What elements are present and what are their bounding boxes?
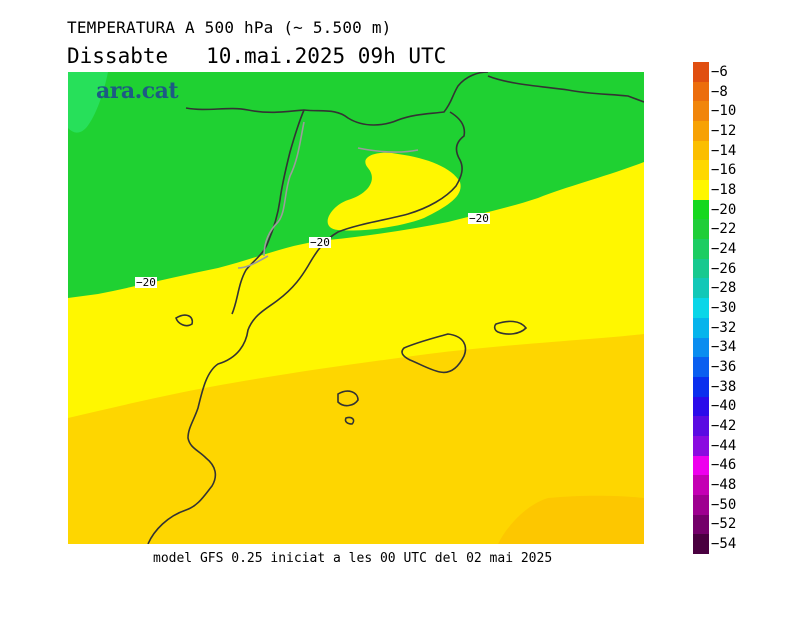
border-north	[185, 72, 644, 126]
legend-label: −48	[711, 477, 737, 494]
legend-swatch	[693, 435, 709, 457]
legend-label: −44	[711, 437, 737, 454]
legend-label: −32	[711, 319, 737, 336]
legend-swatch	[693, 317, 709, 338]
zone-green-light	[68, 72, 108, 133]
contour-label-east: −20	[468, 212, 490, 225]
legend-swatch	[693, 180, 709, 201]
island-mallorca	[401, 333, 467, 374]
legend-swatch	[693, 514, 709, 535]
day-label: Dissabte	[67, 44, 169, 68]
legend-swatch	[693, 396, 709, 417]
legend-swatch	[693, 258, 709, 279]
legend-label: −6	[711, 63, 728, 80]
island-formentera	[344, 416, 355, 425]
legend-label: −12	[711, 122, 737, 139]
contour-label-center: −20	[309, 236, 331, 249]
color-legend	[693, 62, 709, 555]
legend-swatch	[693, 62, 709, 83]
legend-label: −24	[711, 240, 737, 257]
legend-swatch	[693, 121, 709, 142]
legend-label: −30	[711, 300, 737, 316]
legend-label: −22	[711, 221, 737, 238]
legend-swatch	[693, 494, 709, 516]
legend-label: −20	[711, 201, 737, 218]
legend-label: −52	[711, 516, 737, 533]
legend-swatch	[693, 337, 709, 358]
legend-label: −10	[711, 103, 737, 120]
legend-swatch	[693, 475, 709, 496]
chart-subtitle: Dissabte 10.mai.2025 09h UTC	[67, 44, 446, 68]
legend-label: −26	[711, 260, 737, 277]
legend-swatch	[693, 357, 709, 378]
legend-label: −46	[711, 457, 737, 474]
legend-swatch	[693, 278, 709, 299]
legend-label: −28	[711, 280, 737, 297]
legend-swatch	[693, 376, 709, 398]
legend-swatch	[693, 298, 709, 319]
legend-swatch	[693, 455, 709, 476]
island-eivissa	[337, 390, 359, 407]
zone-orange	[498, 495, 644, 544]
legend-label: −36	[711, 359, 737, 376]
legend-swatch	[693, 534, 709, 555]
legend-swatch	[693, 81, 709, 102]
island-menorca	[493, 320, 528, 335]
legend-swatch	[693, 219, 709, 240]
zone-yellow-lobe	[327, 152, 461, 231]
legend-swatch	[693, 416, 709, 437]
model-footer: model GFS 0.25 iniciat a les 00 UTC del …	[153, 551, 553, 566]
legend-swatch	[693, 101, 709, 122]
legend-swatch	[693, 160, 709, 181]
coast-west-inner	[175, 314, 194, 327]
region-border	[237, 121, 419, 269]
legend-label: −18	[711, 181, 737, 198]
border-west	[231, 109, 305, 315]
legend-label: −42	[711, 418, 737, 435]
legend-label: −50	[711, 496, 737, 513]
legend-swatch	[693, 239, 709, 260]
contour-label-west: −20	[135, 276, 157, 289]
ara-cat-logo: ara.cat	[96, 78, 179, 104]
legend-label: −54	[711, 536, 737, 553]
legend-label: −34	[711, 339, 737, 356]
legend-label: −14	[711, 142, 737, 159]
chart-title: TEMPERATURA A 500 hPa (~ 5.500 m)	[67, 18, 392, 37]
zone-green	[68, 72, 644, 298]
legend-label: −8	[711, 83, 728, 100]
legend-label: −40	[711, 398, 737, 415]
temperature-map	[68, 72, 644, 544]
legend-label: −16	[711, 162, 737, 179]
coastline	[147, 111, 466, 544]
datetime-label: 10.mai.2025 09h UTC	[206, 44, 447, 68]
legend-swatch	[693, 140, 709, 161]
legend-swatch	[693, 199, 709, 220]
legend-label: −38	[711, 378, 737, 395]
